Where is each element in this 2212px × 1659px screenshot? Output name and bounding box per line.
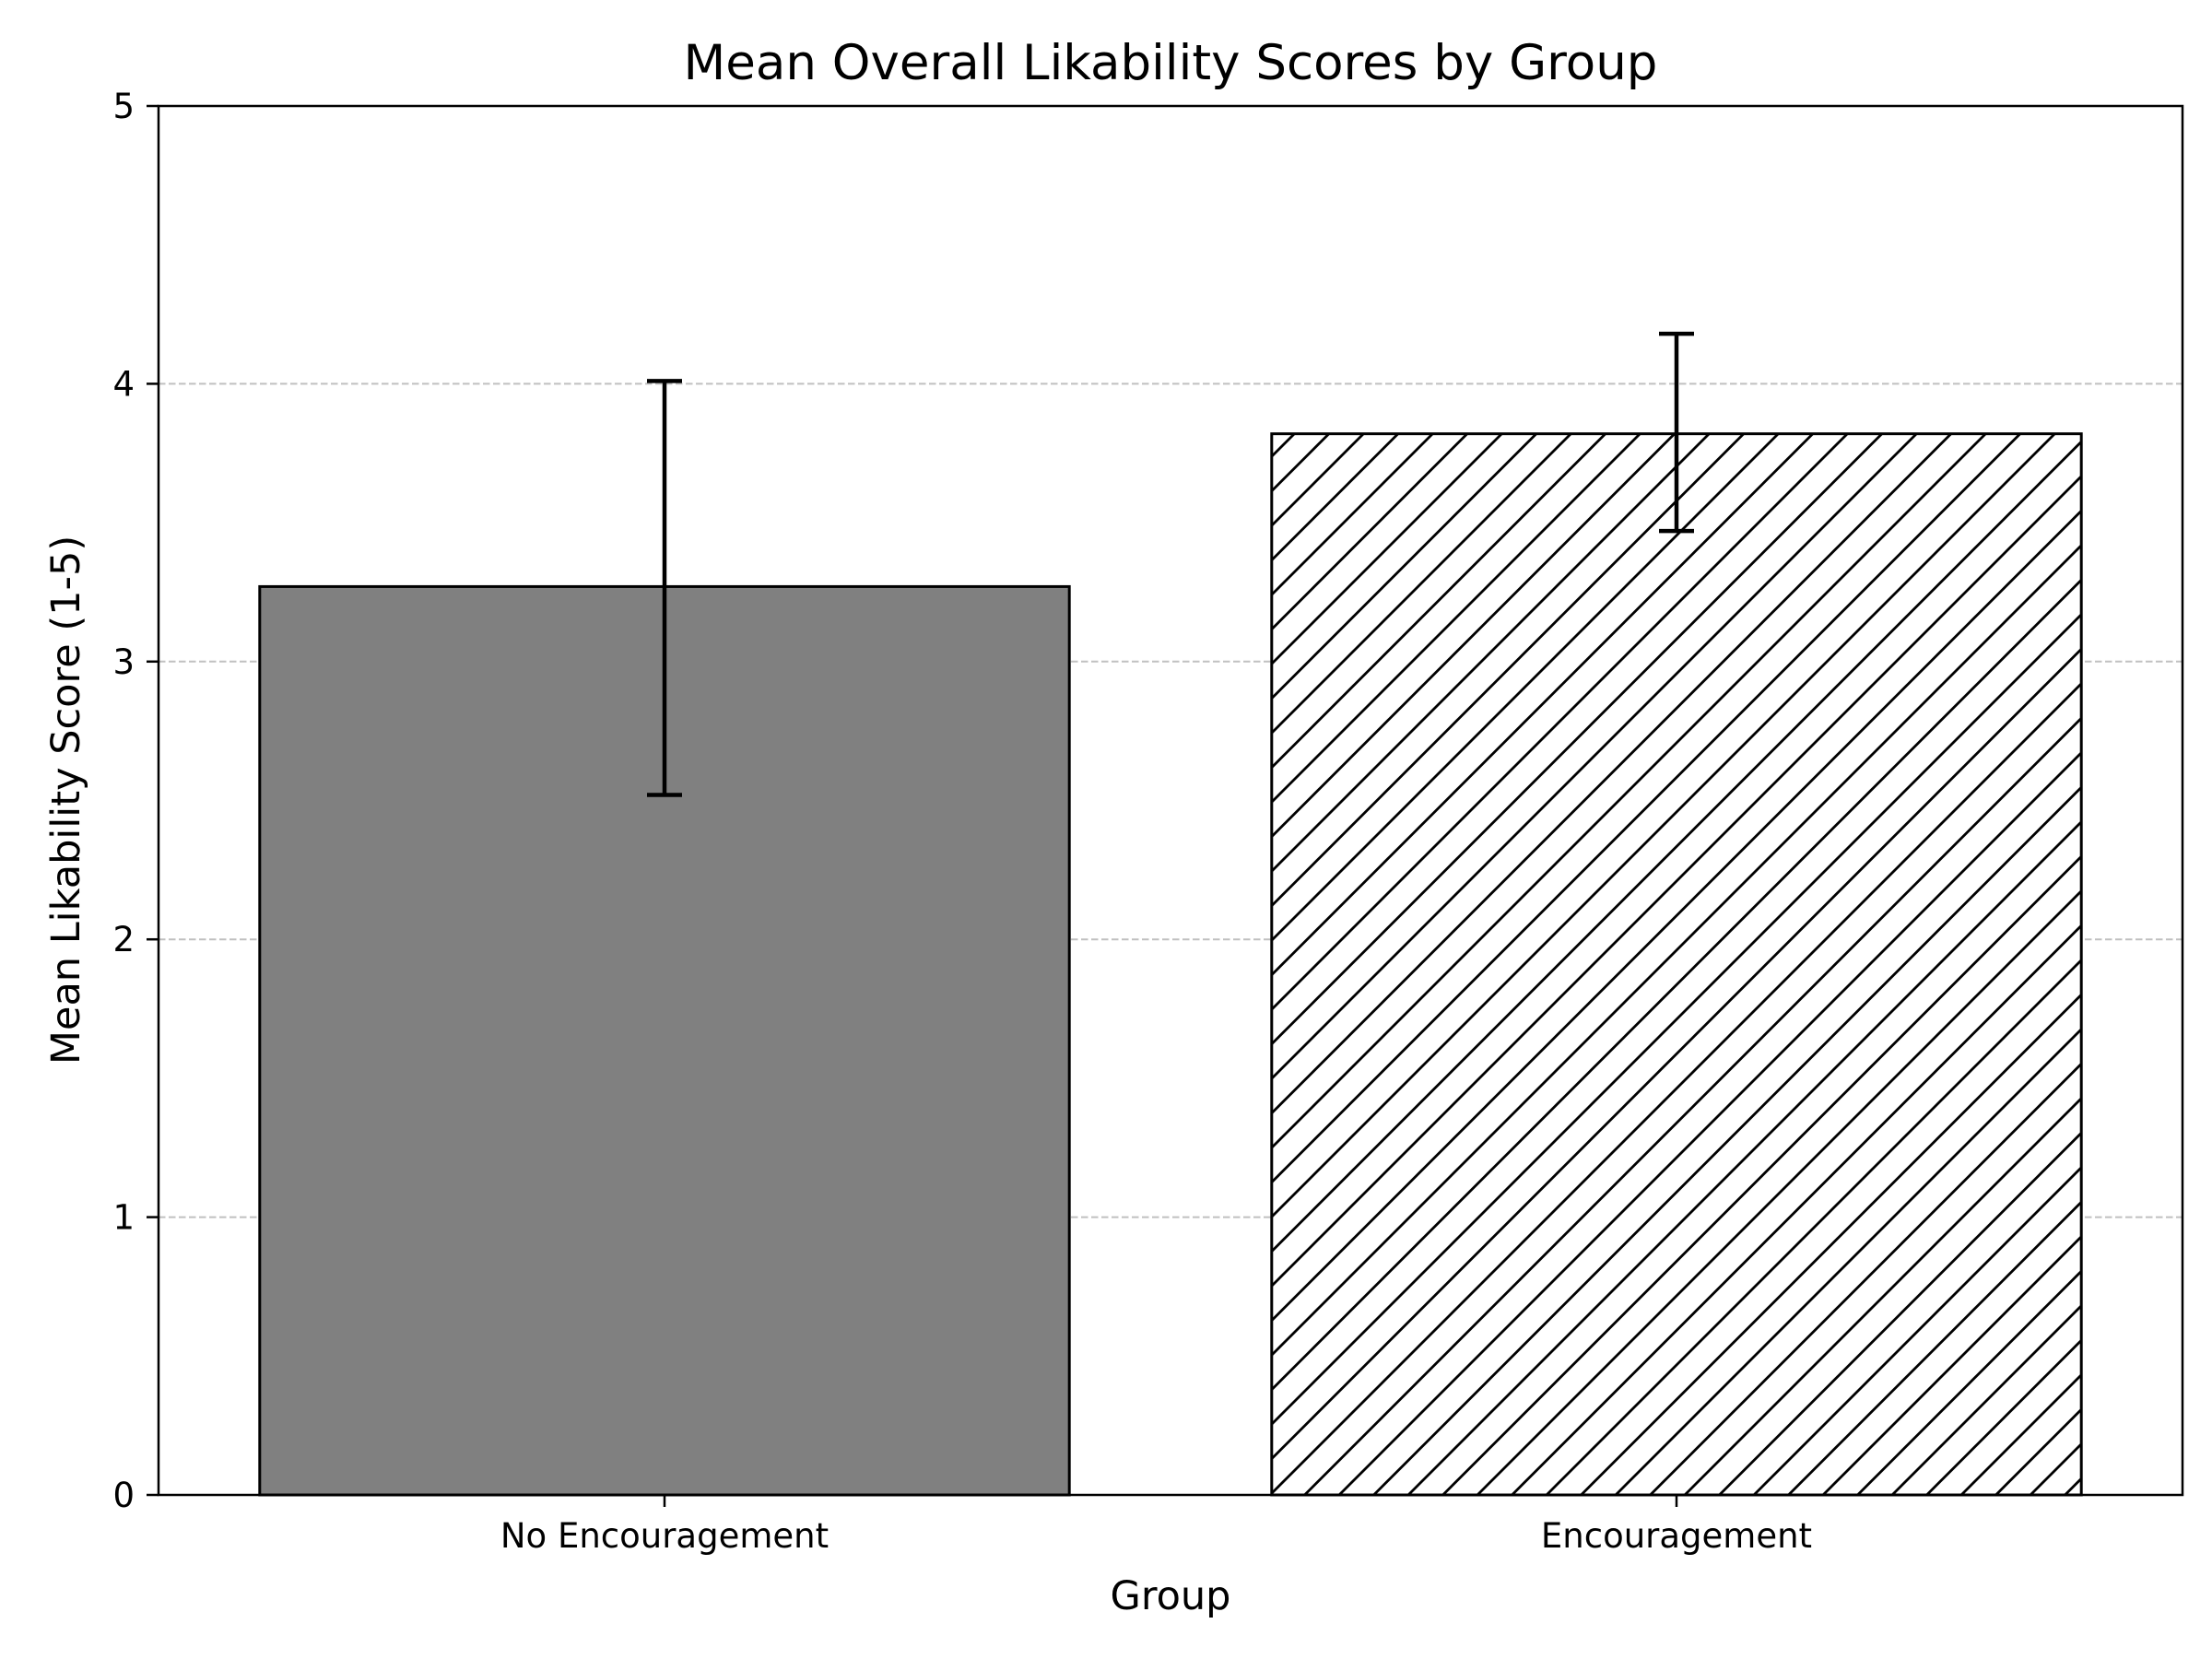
y-tick-label-2: 2 — [112, 920, 135, 959]
x-tick-label-0: No Encouragement — [500, 1516, 829, 1556]
y-tick-label-1: 1 — [112, 1198, 135, 1238]
x-axis-ticks: No Encouragement Encouragement — [500, 1495, 1812, 1556]
y-axis-label: Mean Likability Score (1-5) — [43, 535, 89, 1065]
x-axis-label: Group — [1111, 1573, 1231, 1619]
bar-encouragement — [1270, 432, 2083, 1497]
chart-title: Mean Overall Likability Scores by Group — [684, 35, 1658, 91]
y-tick-label-0: 0 — [112, 1476, 135, 1515]
y-tick-label-5: 5 — [112, 87, 135, 126]
y-axis-ticks: 0 1 2 3 4 5 — [112, 87, 159, 1515]
plot-frame — [157, 104, 2184, 1497]
x-tick-label-1: Encouragement — [1541, 1516, 1812, 1556]
y-tick-label-4: 4 — [112, 364, 135, 404]
y-tick-label-3: 3 — [112, 642, 135, 682]
error-bars — [647, 331, 1694, 797]
bars — [258, 432, 2083, 1497]
